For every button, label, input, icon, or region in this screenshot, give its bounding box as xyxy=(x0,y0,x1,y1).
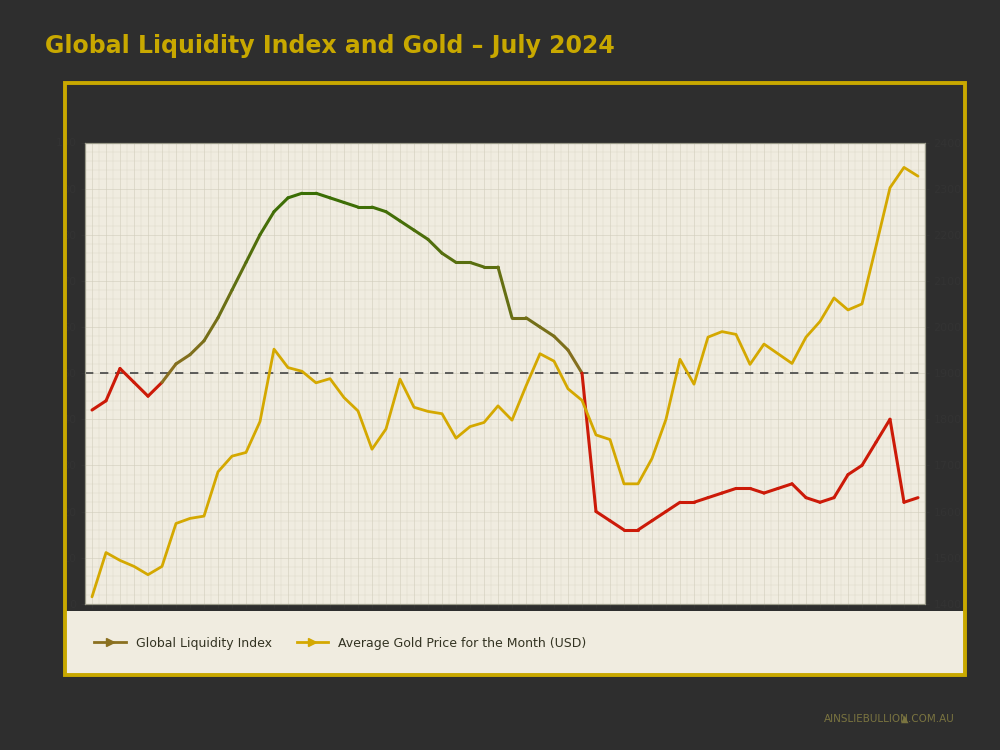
Legend: Global Liquidity Index, Average Gold Price for the Month (USD): Global Liquidity Index, Average Gold Pri… xyxy=(89,632,591,655)
Text: ▲: ▲ xyxy=(900,714,908,724)
Text: Global Liquidity Index and Gold – July 2024: Global Liquidity Index and Gold – July 2… xyxy=(45,34,615,58)
Text: AINSLIEBULLION.COM.AU: AINSLIEBULLION.COM.AU xyxy=(824,714,955,724)
